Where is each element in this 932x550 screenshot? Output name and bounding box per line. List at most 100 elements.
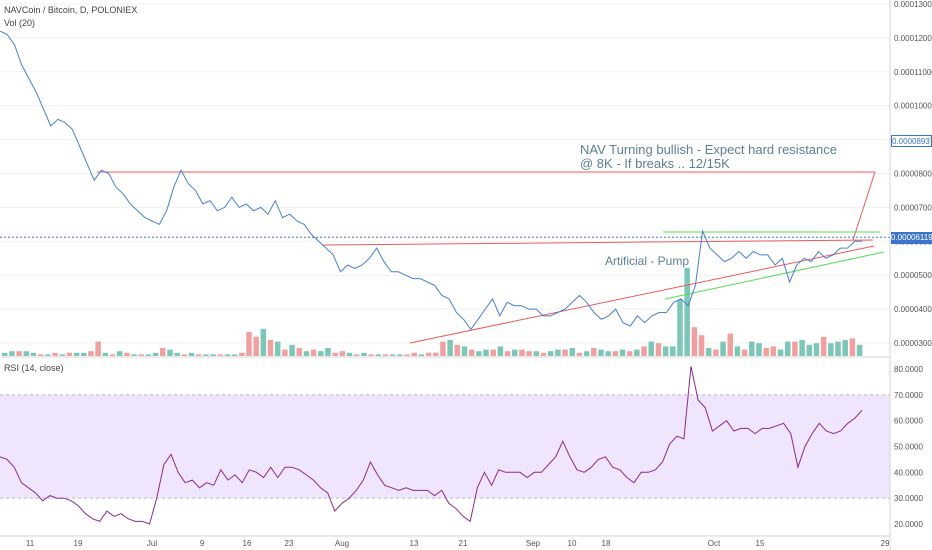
volume-bar (612, 351, 619, 356)
volume-bar (289, 344, 295, 356)
volume-bar (267, 340, 274, 356)
volume-bar (23, 351, 30, 356)
volume-bar (88, 351, 94, 356)
time-tick-label: 10 (568, 539, 577, 548)
volume-bar (167, 349, 173, 356)
volume-bar (188, 352, 195, 356)
volume-bar (792, 341, 798, 356)
volume-bar (217, 354, 223, 356)
rsi-guide-lines (0, 394, 890, 499)
volume-bar (59, 354, 65, 356)
volume-bar (195, 354, 202, 356)
volume-bar (231, 354, 238, 356)
volume-bar (784, 341, 791, 356)
volume-bar (160, 348, 166, 356)
volume-bar (461, 346, 468, 356)
volume-bar (109, 354, 116, 356)
volume-bar (339, 351, 346, 356)
rsi-tick-label: 50.0000 (894, 443, 923, 452)
volume-bar (303, 351, 310, 356)
symbol-legend[interactable]: NAVCoin / Bitcoin, D, POLONIEX (4, 5, 138, 15)
time-tick-label: 16 (243, 539, 252, 548)
time-tick-label: 21 (459, 539, 468, 548)
volume-bar (820, 336, 827, 356)
volume-bar (361, 352, 367, 356)
volume-bar (325, 348, 331, 356)
volume-bar (203, 354, 209, 356)
volume-bar (655, 343, 662, 356)
rsi-tick-label: 80.0000 (894, 365, 923, 374)
volume-bar (476, 351, 482, 356)
rsi-axis[interactable]: 80.0000 70.0000 60.0000 50.0000 40.0000 30.00… (894, 365, 923, 529)
volume-bar (440, 341, 446, 356)
volume-bar (698, 335, 705, 356)
annotation-pump[interactable]: Artificial - Pump (605, 254, 689, 268)
rsi-line (0, 366, 863, 525)
volume-bar (145, 354, 152, 356)
volume-bar (16, 351, 22, 356)
volume-bars (2, 268, 863, 356)
volume-bar (282, 349, 288, 356)
volume-bar (634, 349, 640, 356)
volume-bar (677, 300, 683, 356)
time-tick-label: Sep (526, 539, 541, 548)
annotation-main-line2[interactable]: @ 8K - If breaks .. 12/15K (580, 156, 730, 171)
time-tick-label: 19 (74, 539, 83, 548)
volume-bar (116, 351, 123, 356)
support-channel-line (664, 251, 885, 300)
rsi-tick-label: 20.0000 (894, 520, 923, 529)
rsi-tick-label: 60.0000 (894, 417, 923, 426)
time-tick-label: Oct (708, 539, 721, 548)
volume-bar (806, 344, 813, 356)
volume-bar (368, 354, 374, 356)
volume-bar (641, 346, 647, 356)
volume-legend[interactable]: Vol (20) (4, 18, 36, 28)
volume-bar (662, 346, 669, 356)
volume-bar (210, 354, 216, 356)
volume-bar (705, 348, 712, 356)
volume-bar (95, 341, 101, 356)
volume-bar (828, 343, 834, 356)
volume-bar (81, 352, 87, 356)
volume-bar (799, 340, 805, 356)
volume-bar (425, 352, 432, 356)
price-gridlines (0, 3, 890, 344)
volume-bar (813, 343, 820, 356)
rsi-legend[interactable]: RSI (14, close) (4, 363, 64, 373)
volume-bar (375, 354, 382, 356)
volume-bar (605, 351, 611, 356)
volume-bar (174, 352, 180, 356)
time-axis[interactable]: 11 19 Jul 9 16 23 Aug 13 21 Sep 10 18 Oct 15 29 (26, 539, 890, 548)
volume-bar (749, 341, 755, 356)
volume-bar (569, 348, 575, 356)
volume-bar (533, 351, 540, 356)
volume-bar (274, 341, 281, 356)
volume-bar (849, 338, 856, 356)
rsi-tick-label: 70.0000 (894, 391, 923, 400)
time-tick-label: 23 (285, 539, 294, 548)
volume-bar (598, 349, 604, 356)
price-line (0, 30, 862, 331)
trendlines (97, 171, 885, 344)
annotation-main-line1[interactable]: NAV Turning bullish - Expect hard resist… (580, 142, 837, 157)
volume-bar (310, 349, 317, 356)
time-tick-label: 9 (200, 539, 205, 548)
volume-bar (181, 354, 188, 356)
volume-bar (777, 349, 784, 356)
volume-bar (73, 352, 80, 356)
volume-bar (483, 349, 489, 356)
time-tick-label: 15 (756, 539, 765, 548)
volume-bar (770, 346, 777, 356)
volume-bar (253, 336, 259, 356)
volume-bar (239, 352, 245, 356)
volume-bar (9, 351, 15, 356)
volume-bar (224, 354, 231, 356)
time-tick-label: 11 (26, 539, 35, 548)
